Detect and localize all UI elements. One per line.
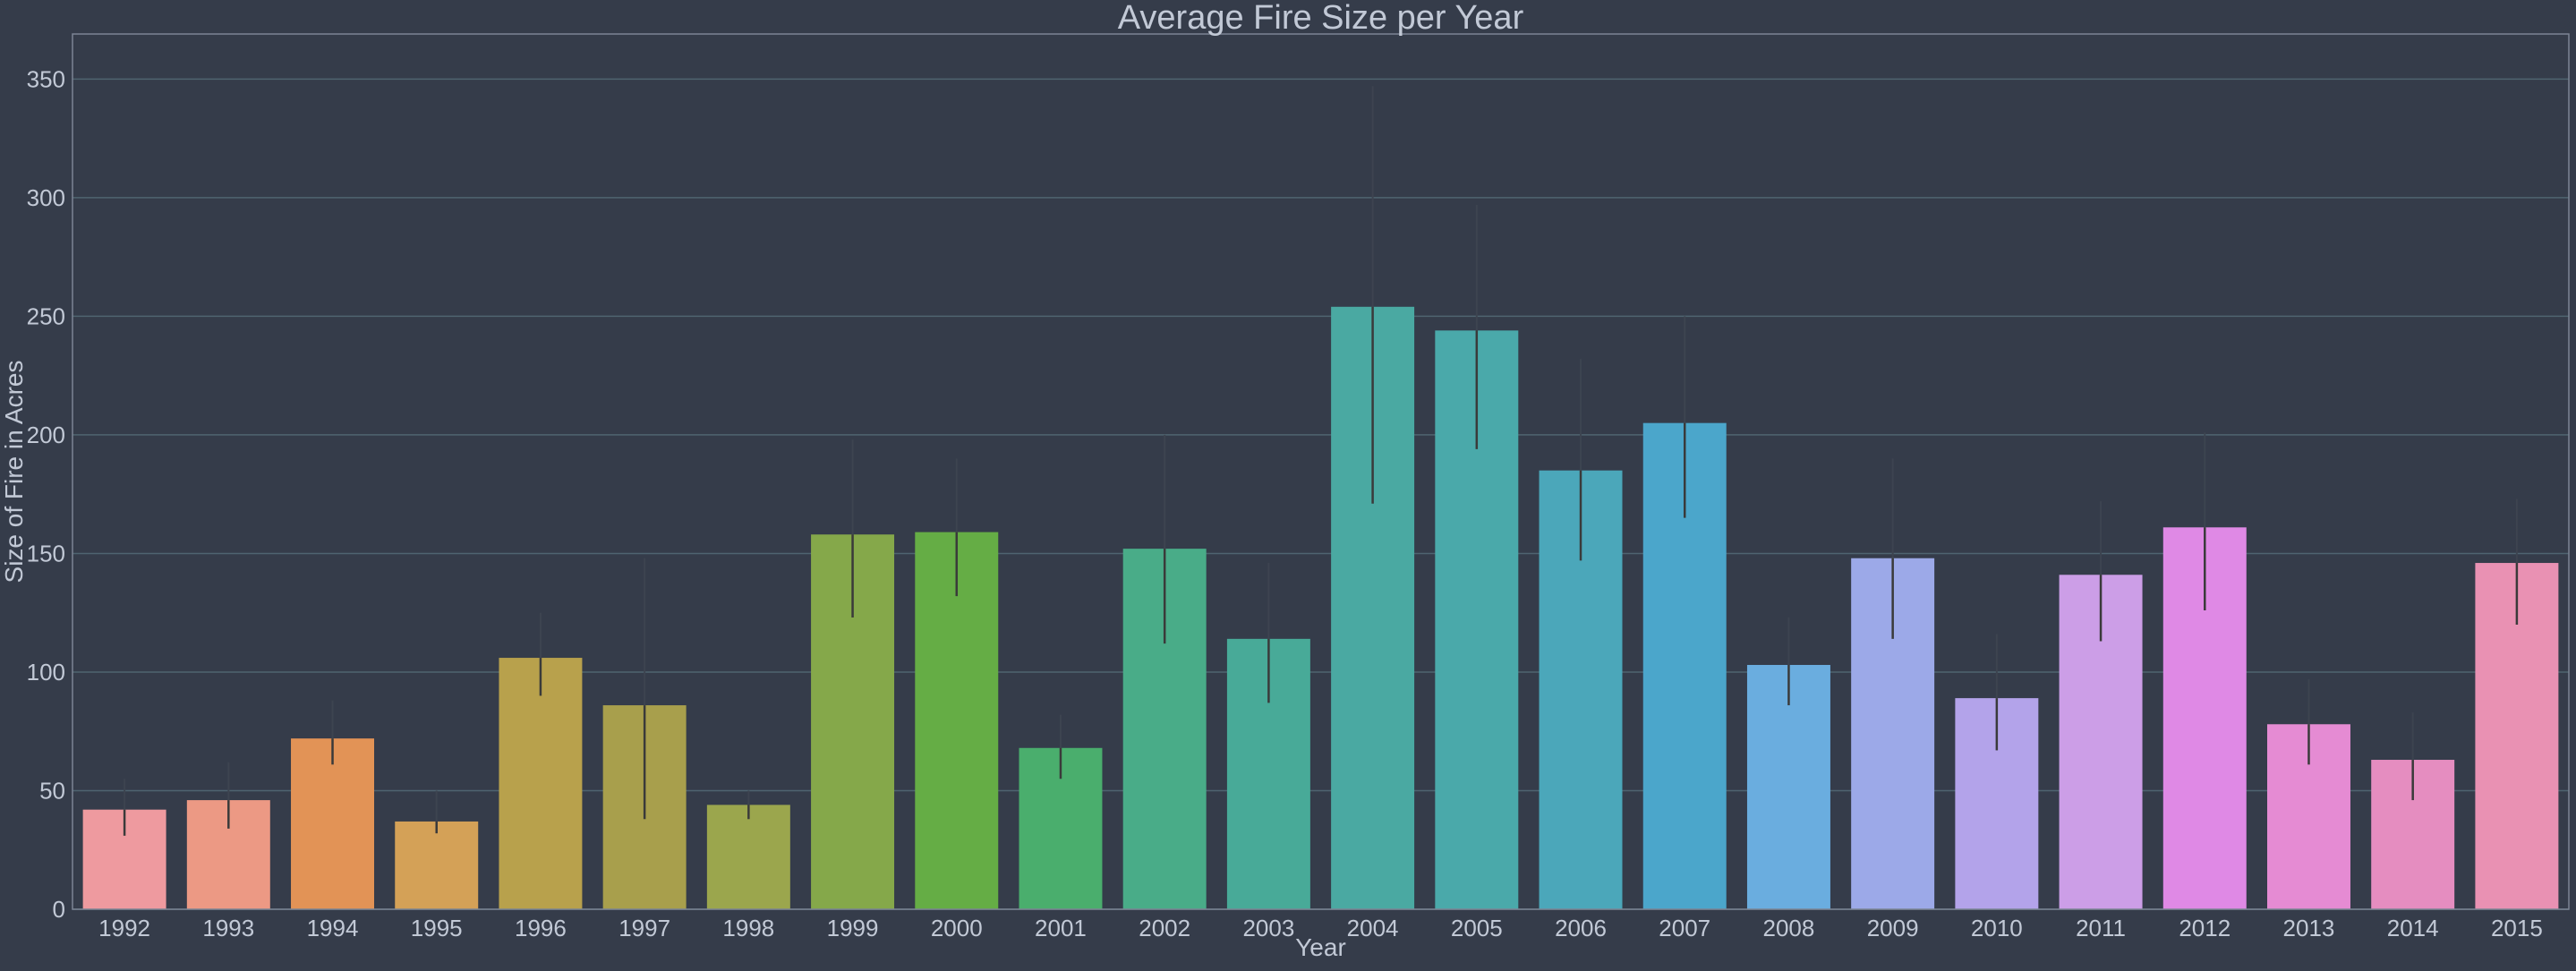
x-tick-label: 1997 — [618, 915, 670, 941]
y-tick-label: 0 — [53, 896, 65, 923]
x-tick-label: 2010 — [1971, 915, 2023, 941]
grid-lines — [73, 78, 2569, 910]
x-tick-label: 1996 — [515, 915, 567, 941]
x-tick-label: 1999 — [827, 915, 879, 941]
y-tick-label: 200 — [27, 422, 65, 448]
bar-1996 — [499, 658, 583, 909]
y-tick-label: 100 — [27, 659, 65, 686]
x-tick-label: 2004 — [1347, 915, 1399, 941]
x-tick-label: 2011 — [2076, 915, 2126, 941]
x-tick-label: 2005 — [1451, 915, 1503, 941]
x-tick-label: 2009 — [1867, 915, 1919, 941]
x-tick-label: 2013 — [2283, 915, 2335, 941]
error-bars — [123, 86, 2519, 836]
x-tick-label: 2015 — [2491, 915, 2543, 941]
x-tick-label: 2002 — [1139, 915, 1190, 941]
bar-2008 — [1746, 665, 1830, 909]
bar-1995 — [395, 821, 479, 909]
x-tick-label: 1993 — [202, 915, 254, 941]
y-axis-label: Size of Fire in Acres — [0, 361, 28, 583]
x-tick-label: 2003 — [1242, 915, 1294, 941]
x-tick-label: 2006 — [1555, 915, 1607, 941]
y-tick-label: 350 — [27, 65, 65, 92]
chart-title: Average Fire Size per Year — [1118, 0, 1524, 37]
x-tick-label: 2014 — [2387, 915, 2439, 941]
x-tick-label: 2012 — [2179, 915, 2231, 941]
x-tick-label: 1992 — [98, 915, 150, 941]
y-tick-label: 250 — [27, 302, 65, 329]
bar-1998 — [706, 805, 790, 909]
x-tick-label: 1994 — [307, 915, 359, 941]
x-tick-label: 2000 — [931, 915, 983, 941]
x-axis-label: Year — [1295, 933, 1346, 961]
y-tick-label: 150 — [27, 540, 65, 566]
bars — [82, 306, 2559, 910]
plot-frame — [72, 33, 2570, 910]
x-tick-label: 1995 — [411, 915, 463, 941]
x-tick-labels: 1992 1993 1994 1995 1996 1997 1998 1999 2000 2001… — [98, 915, 2543, 941]
x-tick-label: 2007 — [1659, 915, 1710, 941]
x-tick-label: 2008 — [1763, 915, 1815, 941]
y-tick-label: 300 — [27, 184, 65, 211]
y-tick-labels: 0 50 100 150 200 250 300 350 — [27, 65, 65, 923]
y-tick-label: 50 — [39, 777, 65, 804]
x-tick-label: 2001 — [1035, 915, 1087, 941]
x-tick-label: 1998 — [722, 915, 774, 941]
bar-1994 — [291, 738, 375, 909]
